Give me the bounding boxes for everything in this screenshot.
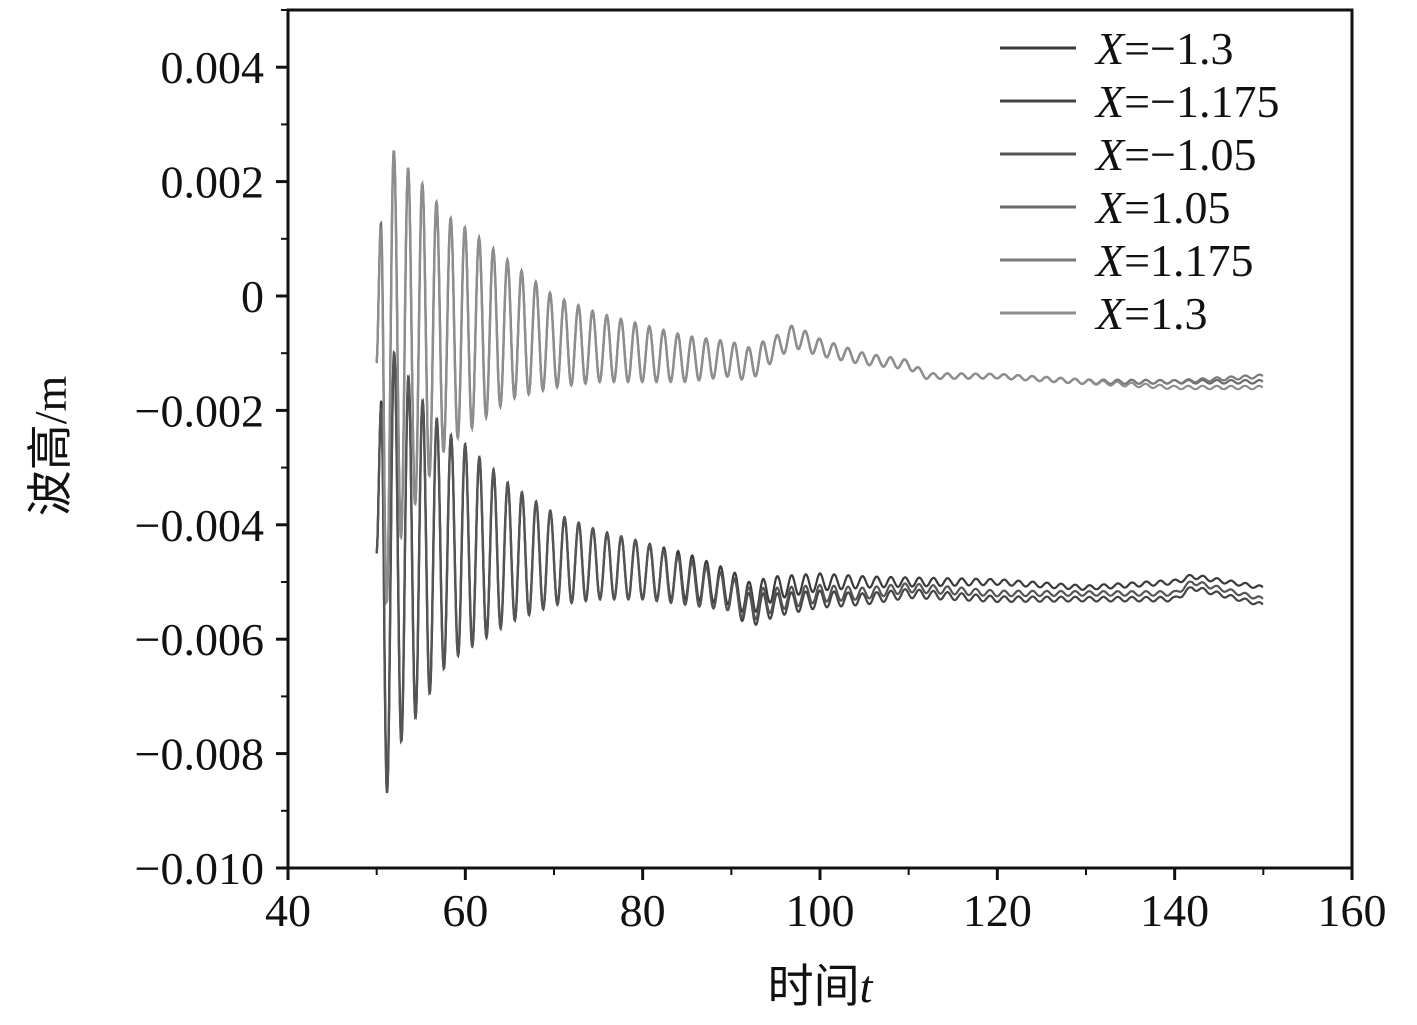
series-line	[375, 350, 1264, 793]
y-tick-label: −0.008	[135, 729, 264, 780]
legend-label: X=−1.05	[1094, 129, 1257, 180]
x-tick-label: 60	[442, 885, 488, 936]
x-axis-ticks: 40 60 80 100 120 140 160	[265, 868, 1387, 936]
y-tick-label: −0.004	[135, 500, 264, 551]
series-layer	[375, 149, 1264, 794]
legend-label: X=1.3	[1094, 288, 1208, 339]
legend-label: X=−1.3	[1094, 23, 1234, 74]
x-axis-label: 时间t	[768, 961, 874, 1012]
x-tick-label: 160	[1318, 885, 1387, 936]
y-tick-label: −0.010	[135, 843, 264, 894]
y-tick-label: −0.006	[135, 614, 264, 665]
x-tick-label: 80	[620, 885, 666, 936]
x-tick-label: 100	[786, 885, 855, 936]
series-line	[375, 351, 1264, 794]
series-line	[375, 352, 1264, 792]
x-tick-label: 140	[1140, 885, 1209, 936]
x-axis-label-text: 时间	[768, 961, 860, 1012]
x-tick-label: 120	[963, 885, 1032, 936]
y-tick-label: 0	[241, 271, 264, 322]
y-tick-label: 0.002	[161, 157, 265, 208]
y-tick-label: −0.002	[135, 385, 264, 436]
y-axis-label: 波高/m	[25, 376, 76, 517]
x-axis-label-var: t	[860, 961, 874, 1012]
legend-label: X=1.05	[1094, 182, 1231, 233]
legend-label: X=1.175	[1094, 235, 1254, 286]
legend-label: X=−1.175	[1094, 76, 1280, 127]
x-tick-label: 40	[265, 885, 311, 936]
series-line	[375, 149, 1264, 606]
y-axis-ticks: 0.004 0.002 0 −0.002 −0.004 −0.006 −0.008 −0.01…	[135, 9, 288, 894]
y-tick-label: 0.004	[161, 42, 265, 93]
